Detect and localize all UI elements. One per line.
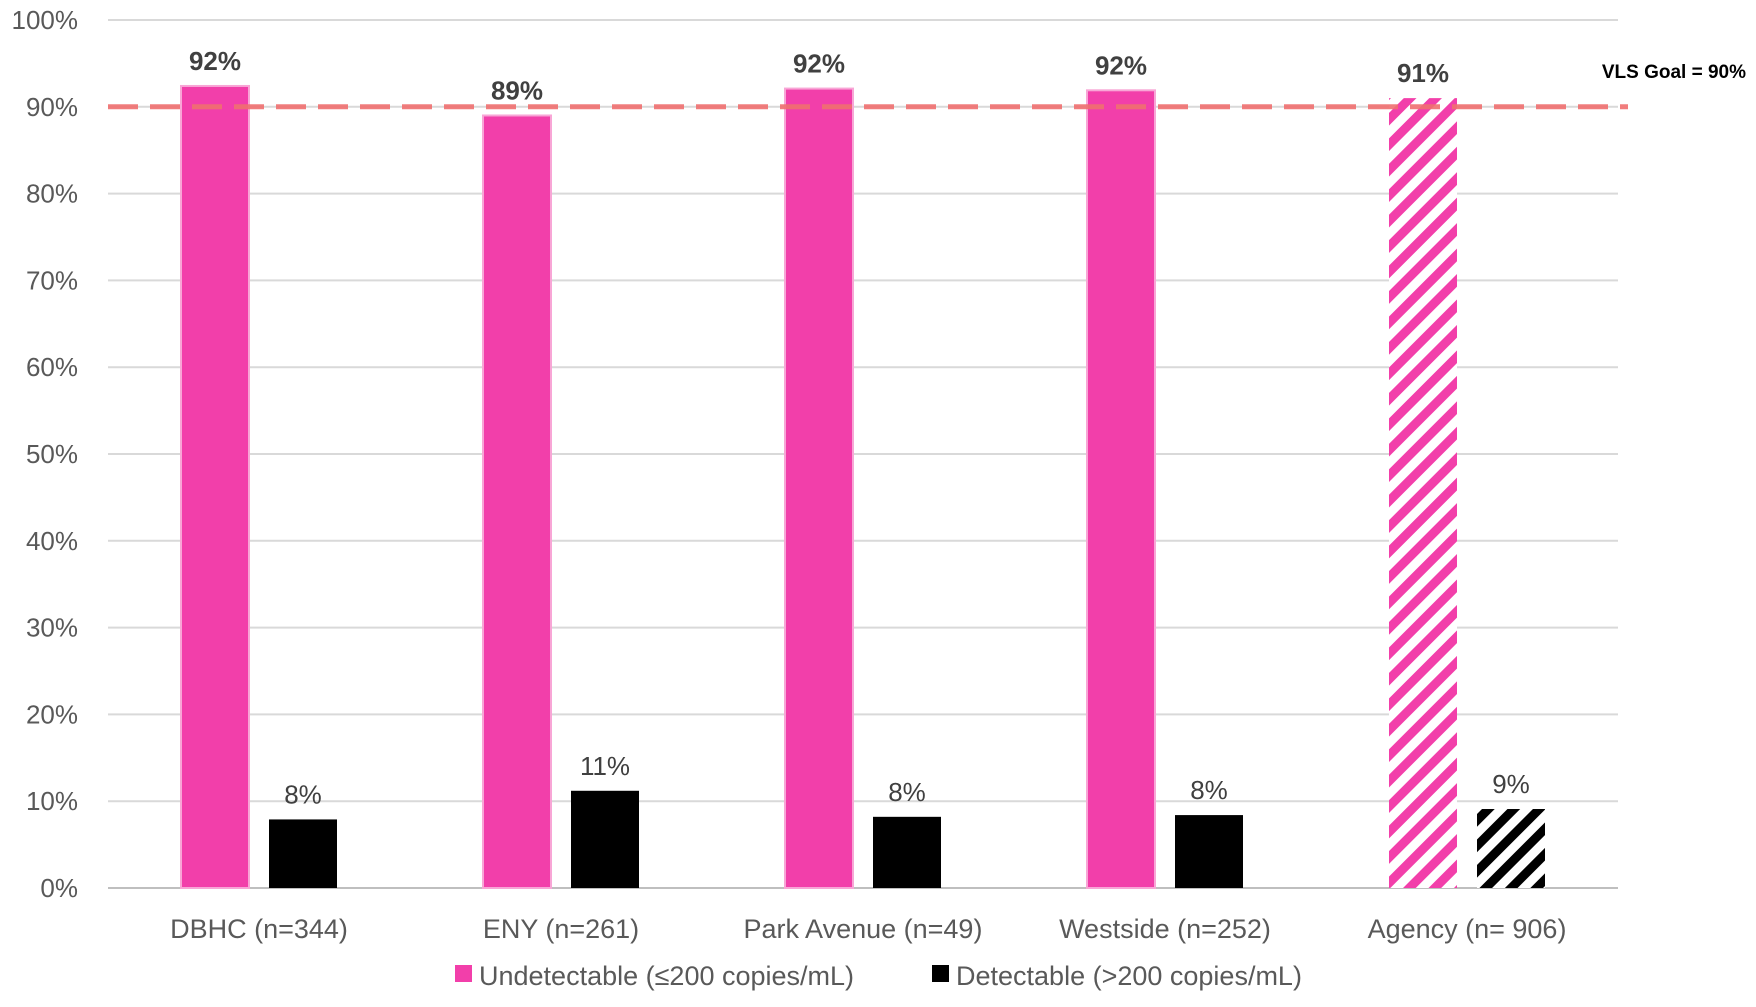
bar-undetectable-5: [1389, 98, 1457, 889]
y-tick-label: 20%: [26, 699, 78, 729]
y-tick-label: 70%: [26, 265, 78, 295]
bar-detectable-1: [269, 819, 337, 888]
x-category-label: Westside (n=252): [1059, 914, 1271, 944]
y-tick-label: 30%: [26, 613, 78, 643]
gridlines: [108, 19, 1618, 889]
y-tick-label: 60%: [26, 352, 78, 382]
bars: [180, 84, 1545, 890]
data-label-undetectable-4: 92%: [1095, 50, 1147, 80]
legend-detectable-label: Detectable (>200 copies/mL): [956, 961, 1302, 991]
y-tick-label: 80%: [26, 179, 78, 209]
y-tick-label: 0%: [40, 873, 78, 903]
data-label-undetectable-2: 89%: [491, 75, 543, 105]
data-label-undetectable-1: 92%: [189, 46, 241, 76]
bar-detectable-3: [873, 816, 941, 888]
data-labels: 92% 8% 89% 11% 92% 8% 92% 8% 91% 9%: [189, 46, 1530, 809]
y-tick-label: 90%: [26, 92, 78, 122]
x-category-label: ENY (n=261): [483, 914, 639, 944]
data-label-detectable-5: 9%: [1492, 769, 1530, 799]
bar-undetectable-1: [180, 84, 250, 889]
bar-undetectable-2: [482, 114, 552, 890]
x-axis: DBHC (n=344) ENY (n=261) Park Avenue (n=49…: [170, 914, 1566, 944]
bar-detectable-5: [1477, 809, 1545, 888]
data-label-detectable-3: 8%: [888, 777, 926, 807]
bar-undetectable-4: [1086, 89, 1156, 890]
vls-goal-label: VLS Goal = 90%: [1602, 62, 1746, 83]
data-label-undetectable-5: 91%: [1397, 58, 1449, 88]
y-tick-label: 50%: [26, 439, 78, 469]
data-label-detectable-4: 8%: [1190, 775, 1228, 805]
legend: Undetectable (≤200 copies/mL) Detectable …: [455, 961, 1302, 991]
y-tick-label: 100%: [12, 5, 79, 35]
bar-undetectable-3: [784, 87, 854, 889]
vls-goal-line: VLS Goal = 90%: [108, 62, 1746, 110]
y-tick-label: 10%: [26, 786, 78, 816]
legend-undetectable-swatch: [455, 965, 472, 982]
bar-detectable-4: [1175, 815, 1243, 888]
x-category-label: Agency (n= 906): [1368, 914, 1567, 944]
data-label-undetectable-3: 92%: [793, 49, 845, 79]
bar-detectable-2: [571, 790, 639, 888]
x-category-label: Park Avenue (n=49): [744, 914, 983, 944]
y-tick-label: 40%: [26, 526, 78, 556]
y-axis: 0% 10% 20% 30% 40% 50% 60% 70% 80% 90% 100%: [12, 5, 79, 903]
legend-undetectable-label: Undetectable (≤200 copies/mL): [479, 961, 854, 991]
data-label-detectable-1: 8%: [284, 779, 322, 809]
legend-detectable-swatch: [932, 965, 949, 982]
x-category-label: DBHC (n=344): [170, 914, 348, 944]
data-label-detectable-2: 11%: [580, 751, 630, 781]
